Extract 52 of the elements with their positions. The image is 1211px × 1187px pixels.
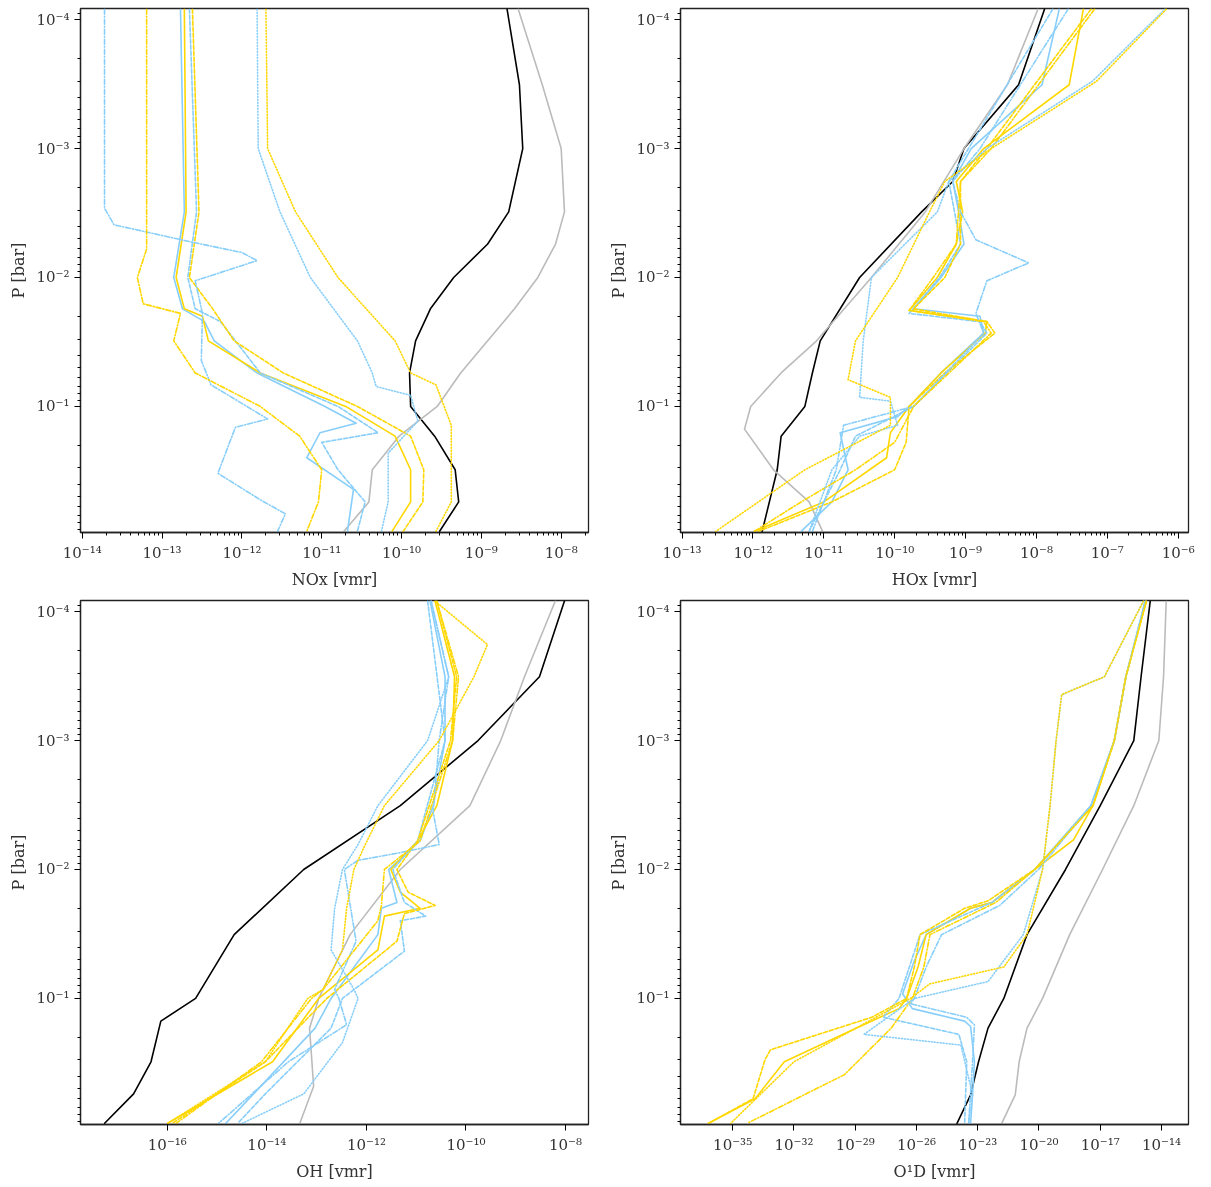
x-tick-label: 10⁻⁶	[1161, 543, 1195, 562]
y-tick-label: 10⁻⁴	[36, 10, 70, 29]
x-tick-label: 10⁻¹⁷	[1080, 1135, 1120, 1154]
y-tick-label: 10⁻³	[36, 139, 70, 158]
y-tick-label: 10⁻⁴	[636, 10, 670, 29]
x-tick-label: 10⁻²³	[958, 1135, 998, 1154]
x-tick-label: 10⁻¹³	[662, 543, 702, 562]
y-tick-label: 10⁻¹	[36, 989, 70, 1008]
x-tick-label: 10⁻²⁹	[835, 1135, 875, 1154]
x-tick-label: 10⁻¹⁰	[875, 543, 915, 562]
y-tick-label: 10⁻²	[36, 860, 70, 879]
y-axis-title: P [bar]	[9, 242, 29, 299]
y-tick-label: 10⁻⁴	[636, 602, 670, 621]
y-axis-title: P [bar]	[609, 834, 629, 891]
x-tick-label: 10⁻⁷	[1090, 543, 1124, 562]
x-tick-label: 10⁻⁸	[1019, 543, 1053, 562]
x-axis-title: HOx [vmr]	[891, 569, 978, 589]
y-tick-label: 10⁻¹	[636, 397, 670, 416]
x-tick-label: 10⁻⁹	[949, 543, 983, 562]
x-tick-label: 10⁻¹³	[142, 543, 182, 562]
x-tick-label: 10⁻¹¹	[804, 543, 844, 562]
x-tick-label: 10⁻¹⁰	[382, 543, 422, 562]
x-tick-label: 10⁻¹²	[222, 543, 262, 562]
x-tick-label: 10⁻⁸	[544, 543, 578, 562]
y-axis-title: P [bar]	[609, 242, 629, 299]
x-tick-label: 10⁻⁹	[464, 543, 498, 562]
x-tick-label: 10⁻³²	[774, 1135, 814, 1154]
x-tick-label: 10⁻¹²	[346, 1135, 386, 1154]
y-tick-label: 10⁻³	[636, 139, 670, 158]
y-tick-label: 10⁻²	[36, 268, 70, 287]
x-tick-label: 10⁻²⁰	[1019, 1135, 1059, 1154]
x-tick-label: 10⁻¹⁴	[247, 1135, 287, 1154]
x-tick-label: 10⁻¹⁰	[446, 1135, 486, 1154]
y-tick-label: 10⁻¹	[636, 989, 670, 1008]
y-tick-label: 10⁻³	[36, 731, 70, 750]
x-tick-label: 10⁻¹⁴	[62, 543, 102, 562]
x-tick-label: 10⁻³⁵	[713, 1135, 753, 1154]
x-tick-label: 10⁻¹⁴	[1141, 1135, 1182, 1154]
x-axis-title: O¹D [vmr]	[893, 1161, 976, 1181]
x-tick-label: 10⁻²⁶	[896, 1135, 936, 1154]
y-axis-title: P [bar]	[9, 834, 29, 891]
y-tick-label: 10⁻⁴	[36, 602, 70, 621]
y-tick-label: 10⁻³	[636, 731, 670, 750]
x-tick-label: 10⁻¹²	[733, 543, 773, 562]
x-tick-label: 10⁻⁸	[548, 1135, 583, 1154]
x-axis-title: OH [vmr]	[296, 1161, 373, 1181]
x-tick-label: 10⁻¹¹	[302, 543, 342, 562]
x-axis-title: NOx [vmr]	[291, 569, 378, 589]
y-tick-label: 10⁻¹	[36, 397, 70, 416]
y-tick-label: 10⁻²	[636, 860, 670, 879]
y-tick-label: 10⁻²	[636, 268, 670, 287]
x-tick-label: 10⁻¹⁶	[147, 1135, 187, 1154]
